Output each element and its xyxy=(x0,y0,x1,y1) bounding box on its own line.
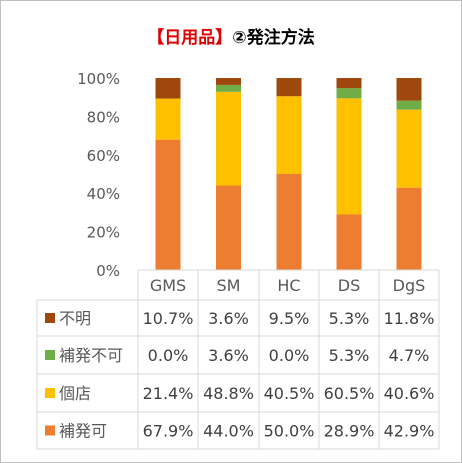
bar-segment xyxy=(155,98,181,140)
y-tick-label: 100% xyxy=(77,70,120,88)
data-label: 5.3% xyxy=(329,309,370,328)
bar-segment xyxy=(336,98,362,215)
bar-segment xyxy=(396,78,422,101)
data-label: 21.4% xyxy=(143,384,194,403)
legend-label: 不明 xyxy=(59,309,91,328)
data-label: 0.0% xyxy=(148,346,189,365)
category-label: GMS xyxy=(150,276,186,295)
category-label: DS xyxy=(338,276,360,295)
legend-label: 補発可 xyxy=(59,422,107,441)
legend-swatch xyxy=(45,350,55,360)
data-label: 9.5% xyxy=(269,309,310,328)
data-label: 5.3% xyxy=(329,346,370,365)
bar-segment xyxy=(155,78,181,99)
data-label: 3.6% xyxy=(208,346,249,365)
bar-segment xyxy=(216,185,241,270)
legend-swatch xyxy=(45,425,55,436)
data-label: 67.9% xyxy=(143,422,194,441)
chart-title-highlight: 【日用品】 xyxy=(147,28,233,48)
data-label: 44.0% xyxy=(203,422,254,441)
y-tick-label: 60% xyxy=(87,147,120,165)
y-tick-label: 0% xyxy=(96,262,120,280)
data-label: 48.8% xyxy=(203,384,254,403)
bar-segment xyxy=(216,84,241,92)
data-label: 10.7% xyxy=(143,309,194,328)
bar-segment xyxy=(396,100,422,110)
bar-segment xyxy=(216,91,241,186)
data-label: 40.6% xyxy=(384,384,435,403)
bar-segment xyxy=(216,78,241,85)
y-tick-label: 20% xyxy=(87,224,120,242)
y-tick-label: 40% xyxy=(87,185,120,203)
bar-segment xyxy=(276,174,302,270)
bar-segment xyxy=(276,78,302,97)
category-label: SM xyxy=(217,276,241,295)
data-label: 60.5% xyxy=(324,384,375,403)
bar-segment xyxy=(336,78,362,89)
data-label: 50.0% xyxy=(264,422,315,441)
data-label: 11.8% xyxy=(384,309,435,328)
category-label: HC xyxy=(277,276,300,295)
legend-label: 補発不可 xyxy=(59,346,123,365)
category-label: DgS xyxy=(393,276,426,295)
bar-segment xyxy=(396,109,422,188)
legend-swatch xyxy=(45,388,55,398)
data-label: 28.9% xyxy=(324,422,375,441)
legend-label: 個店 xyxy=(59,384,91,403)
data-label: 40.5% xyxy=(264,384,315,403)
bar-segment xyxy=(396,187,422,270)
bar-segment xyxy=(336,214,362,270)
data-label: 3.6% xyxy=(208,309,249,328)
bar-segment xyxy=(276,96,302,174)
y-tick-label: 80% xyxy=(87,108,120,126)
data-label: 0.0% xyxy=(269,346,310,365)
chart-title-rest: ②発注方法 xyxy=(232,28,315,48)
chart-title: 【日用品】②発注方法 xyxy=(1,23,461,48)
legend-swatch xyxy=(45,313,55,323)
bar-segment xyxy=(336,88,362,99)
data-label: 4.7% xyxy=(389,346,430,365)
data-label: 42.9% xyxy=(384,422,435,441)
bar-segment xyxy=(155,139,181,270)
